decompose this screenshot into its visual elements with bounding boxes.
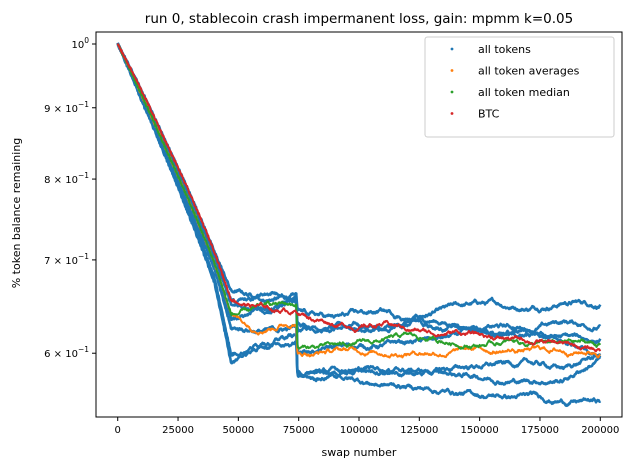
series-path [116,43,602,353]
series-path [116,42,602,386]
axes: 0 25000 50000 75000 100000 125000 150000 175000… [44,31,623,436]
legend-label: all token median [478,86,570,99]
x-tick-label: 125000 [400,425,438,436]
y-tick-label: 9 × 10−1 [44,100,89,115]
y-axis-label: % token balance remaining [10,138,23,289]
legend-label: all tokens [478,43,531,56]
series-all-tokens-line-4 [116,42,602,386]
legend-marker [450,69,454,72]
plot-area [116,42,602,408]
x-tick-label: 100000 [340,425,378,436]
x-tick-label: 25000 [162,425,194,436]
series-path [116,44,602,383]
legend-box [424,36,615,138]
series-path [116,43,602,350]
legend-label: all token averages [478,65,580,78]
y-tick-label: 100 [71,36,89,51]
y-tick-label: 6 × 10−1 [44,345,89,360]
legend-label: BTC [478,108,500,121]
y-tick-label: 8 × 10−1 [44,171,89,186]
series-all-tokens-line-6 [116,42,602,359]
x-tick-label: 50000 [222,425,254,436]
x-tick-label: 0 [115,425,121,436]
series-BTC-line-0 [116,43,602,353]
x-tick-label: 200000 [581,425,619,436]
series-path [116,42,602,359]
series-all-tokens-line-3 [116,44,602,383]
legend-marker [450,90,454,94]
x-axis-label: swap number [322,446,397,459]
series-all-tokens-line-5 [116,43,602,408]
y-tick-label: 7 × 10−1 [44,252,89,267]
x-tick-label: 75000 [283,425,315,436]
legend-marker [450,112,454,115]
legend-marker [450,47,454,51]
legend: all tokens all token averages all token me… [424,36,615,138]
series-all-token-median-line-0 [116,43,602,350]
series-path [116,43,602,408]
x-tick-label: 175000 [521,425,559,436]
x-tick-label: 150000 [461,425,499,436]
chart-title: run 0, stablecoin crash impermanent loss… [145,11,573,27]
